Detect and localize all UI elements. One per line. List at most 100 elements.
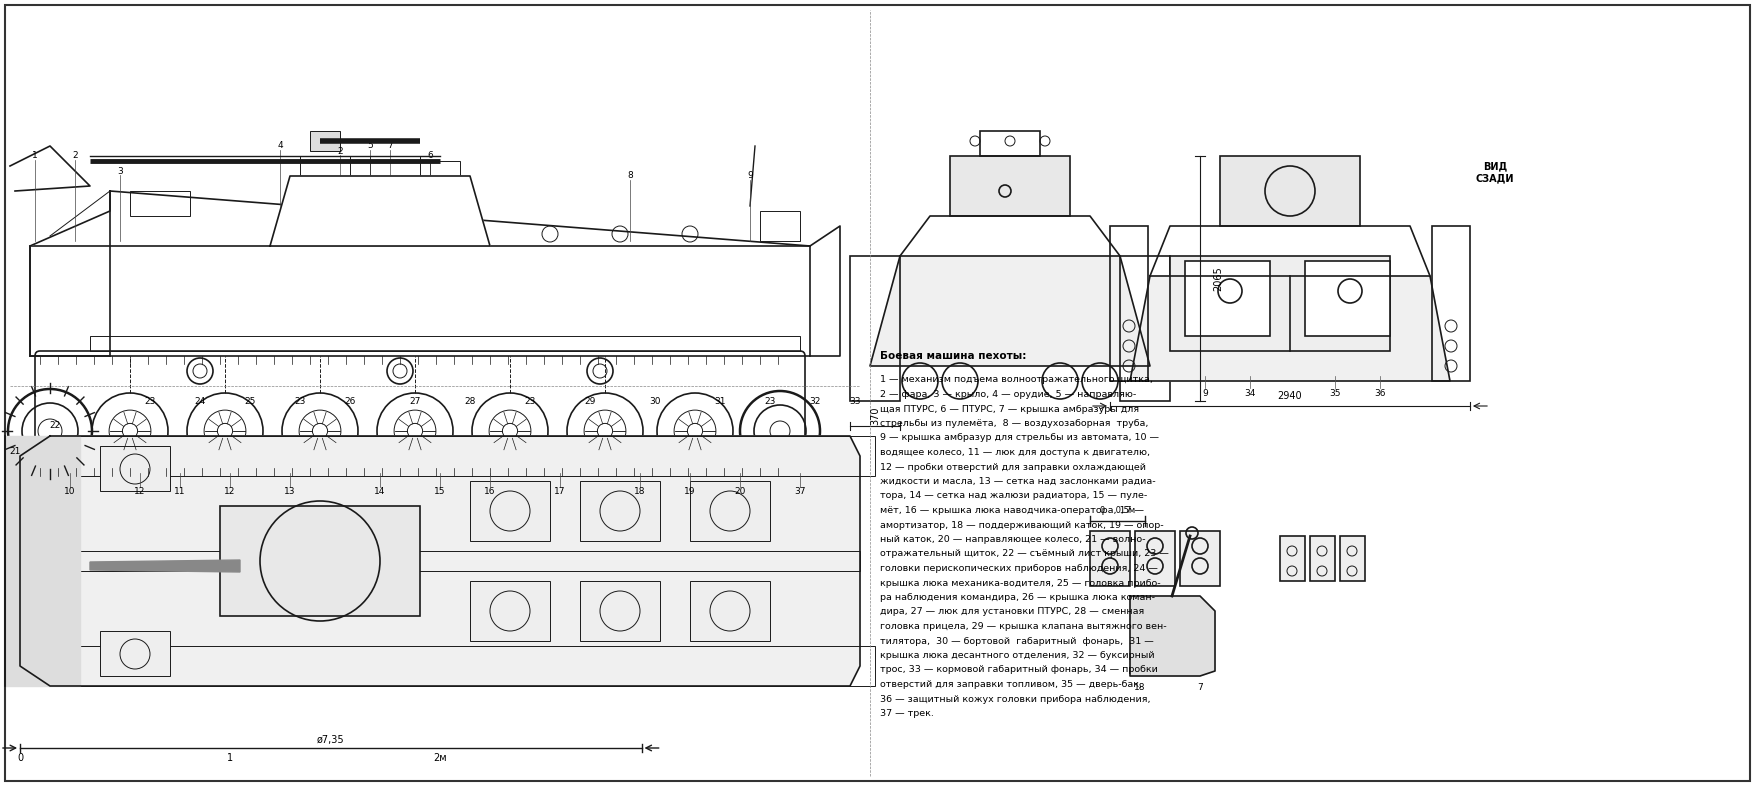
Bar: [690, 581, 770, 641]
Text: 17: 17: [555, 487, 565, 495]
Text: 27: 27: [409, 396, 421, 406]
Text: 1: 1: [32, 152, 39, 160]
Text: 15: 15: [433, 487, 446, 495]
Text: крышка люка десантного отделения, 32 — буксирный: крышка люка десантного отделения, 32 — б…: [879, 651, 1155, 660]
Bar: [1109, 226, 1148, 381]
Text: 32: 32: [809, 396, 821, 406]
Text: 12 — пробки отверстий для заправки охлаждающей: 12 — пробки отверстий для заправки охлаж…: [879, 462, 1146, 472]
Text: 16: 16: [484, 487, 495, 495]
Text: амортизатор, 18 — поддерживающий каток, 19 — опор-: амортизатор, 18 — поддерживающий каток, …: [879, 520, 1164, 530]
Text: 2065: 2065: [1213, 266, 1223, 292]
Polygon shape: [5, 436, 81, 686]
Text: 26: 26: [344, 396, 356, 406]
Text: тора, 14 — сетка над жалюзи радиатора, 15 — пуле-: тора, 14 — сетка над жалюзи радиатора, 1…: [879, 491, 1148, 501]
Text: 36: 36: [1374, 388, 1386, 398]
Bar: [849, 256, 900, 401]
Text: крышка люка механика-водителя, 25 — головка прибо-: крышка люка механика-водителя, 25 — голо…: [879, 578, 1160, 587]
Bar: [1090, 531, 1130, 586]
Text: 31: 31: [714, 396, 727, 406]
Bar: [470, 481, 549, 541]
Polygon shape: [270, 176, 490, 246]
Text: отверстий для заправки топливом, 35 — дверь-бак,: отверстий для заправки топливом, 35 — дв…: [879, 680, 1143, 689]
Text: 23: 23: [295, 396, 305, 406]
Text: ø7,35: ø7,35: [318, 735, 344, 745]
Text: 6: 6: [426, 152, 433, 160]
Bar: [100, 631, 170, 676]
Bar: [579, 481, 660, 541]
Text: 2940: 2940: [1278, 391, 1302, 401]
Text: 9: 9: [1202, 388, 1207, 398]
Text: тилятора,  30 — бортовой  габаритный  фонарь,  31 —: тилятора, 30 — бортовой габаритный фонар…: [879, 637, 1153, 645]
Bar: [300, 156, 349, 176]
Bar: [1185, 261, 1271, 336]
Text: 2: 2: [337, 146, 342, 156]
Text: 14: 14: [374, 487, 386, 495]
Text: 2: 2: [72, 152, 77, 160]
Polygon shape: [19, 436, 860, 686]
Bar: [1279, 536, 1306, 581]
Text: головка прицела, 29 — крышка клапана вытяжного вен-: головка прицела, 29 — крышка клапана выт…: [879, 622, 1167, 631]
Text: 9 — крышка амбразур для стрельбы из автомата, 10 —: 9 — крышка амбразур для стрельбы из авто…: [879, 434, 1158, 443]
Bar: [579, 581, 660, 641]
Bar: [100, 446, 170, 491]
Text: 0    0,5м: 0 0,5м: [1100, 506, 1135, 516]
Text: 24: 24: [195, 396, 205, 406]
Bar: [5, 436, 876, 476]
Text: 34: 34: [1244, 388, 1255, 398]
Text: 23: 23: [765, 396, 776, 406]
Text: дира, 27 — люк для установки ПТУРС, 28 — сменная: дира, 27 — люк для установки ПТУРС, 28 —…: [879, 608, 1144, 616]
Polygon shape: [11, 146, 90, 191]
Text: ВИД: ВИД: [1483, 161, 1508, 171]
Bar: [690, 481, 770, 541]
Text: 37 — трек.: 37 — трек.: [879, 709, 934, 718]
Bar: [1120, 256, 1171, 401]
Polygon shape: [1130, 596, 1214, 676]
Text: жидкости и масла, 13 — сетка над заслонками радиа-: жидкости и масла, 13 — сетка над заслонк…: [879, 477, 1155, 486]
Text: ра наблюдения командира, 26 — крышка люка коман-: ра наблюдения командира, 26 — крышка люк…: [879, 593, 1155, 602]
Text: 33: 33: [849, 396, 860, 406]
Bar: [1179, 531, 1220, 586]
Text: 36 — защитный кожух головки прибора наблюдения,: 36 — защитный кожух головки прибора набл…: [879, 695, 1151, 703]
Bar: [1309, 536, 1336, 581]
Text: 23: 23: [525, 396, 535, 406]
Text: 1 — механизм подъема волноотражательного щитка,: 1 — механизм подъема волноотражательного…: [879, 376, 1153, 384]
Text: 23: 23: [144, 396, 156, 406]
Text: 29: 29: [584, 396, 595, 406]
Text: 7: 7: [1197, 684, 1202, 692]
Text: 22: 22: [49, 421, 61, 431]
Text: 0: 0: [18, 753, 23, 763]
Text: СЗАДИ: СЗАДИ: [1476, 173, 1515, 183]
Text: 28: 28: [465, 396, 476, 406]
Polygon shape: [30, 191, 111, 246]
Text: 18: 18: [1134, 684, 1146, 692]
Bar: [30, 246, 811, 356]
Text: стрельбы из пулемёта,  8 — воздухозаборная  труба,: стрельбы из пулемёта, 8 — воздухозаборна…: [879, 419, 1148, 428]
Bar: [760, 211, 800, 241]
Text: 4: 4: [277, 141, 283, 150]
Bar: [19, 551, 860, 571]
Bar: [1306, 261, 1390, 336]
Text: 3: 3: [118, 167, 123, 175]
Text: водящее колесо, 11 — люк для доступа к двигателю,: водящее колесо, 11 — люк для доступа к д…: [879, 448, 1150, 457]
Text: 19: 19: [684, 487, 695, 495]
Text: 10: 10: [65, 487, 75, 495]
Bar: [1171, 256, 1390, 351]
Text: 13: 13: [284, 487, 297, 495]
Text: 5: 5: [367, 141, 372, 150]
Polygon shape: [1130, 276, 1450, 381]
Text: отражательный щиток, 22 — съёмный лист крыши, 23 —: отражательный щиток, 22 — съёмный лист к…: [879, 549, 1169, 559]
Text: 1: 1: [226, 753, 233, 763]
Text: 35: 35: [1329, 388, 1341, 398]
Bar: [370, 156, 419, 176]
Text: 25: 25: [244, 396, 256, 406]
Text: 18: 18: [634, 487, 646, 495]
Text: ный каток, 20 — направляющее колесо, 21 — волно-: ный каток, 20 — направляющее колесо, 21 …: [879, 535, 1146, 544]
Text: 37: 37: [795, 487, 806, 495]
Bar: [949, 156, 1071, 216]
Bar: [90, 336, 800, 351]
Bar: [219, 506, 419, 616]
Text: 9: 9: [748, 171, 753, 181]
Text: 12: 12: [135, 487, 146, 495]
Bar: [1341, 536, 1365, 581]
Text: 2м: 2м: [433, 753, 448, 763]
